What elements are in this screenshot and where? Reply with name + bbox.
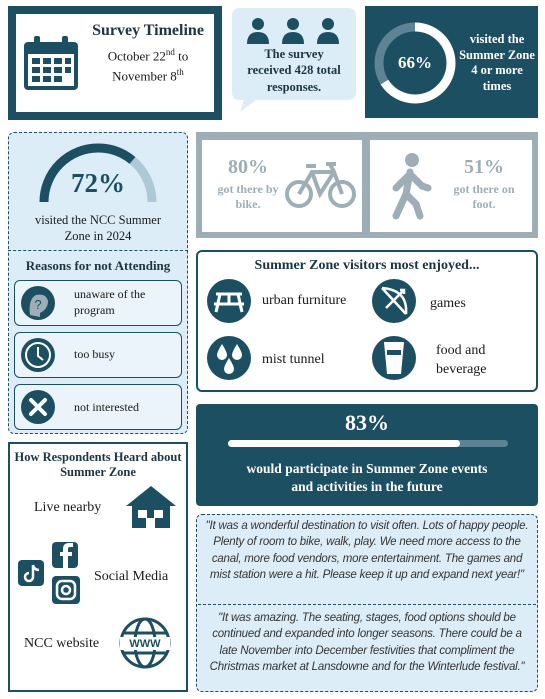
speech-bubble	[232, 8, 356, 112]
enjoyed-card	[196, 250, 538, 392]
gauge-arc	[39, 143, 157, 203]
enjoyed-item: urban furniture	[262, 293, 347, 308]
zone4-donut	[374, 22, 456, 104]
future-text: would participate in Summer Zone events …	[246, 461, 488, 495]
heard-item: NCC website	[24, 636, 100, 651]
heard-item: Social Media	[94, 569, 169, 584]
zone4-label: 66%	[398, 53, 432, 72]
enjoyed-item: mist tunnel	[262, 352, 325, 367]
quote: "It was a wonderful destination to visit…	[205, 520, 529, 581]
responses-text: The survey received 428 total responses.	[247, 47, 341, 94]
future-label: 83%	[345, 410, 389, 435]
quote: "It was amazing. The seating, stages, fo…	[209, 612, 525, 673]
reason-text: too busy	[74, 347, 116, 361]
future-card	[196, 404, 538, 506]
heard-card	[8, 442, 188, 692]
enjoyed-item: food and beverage	[436, 343, 487, 377]
globe-icon: WWW	[119, 617, 171, 669]
bike-label: 80%	[228, 156, 268, 178]
walk-icon	[392, 153, 432, 220]
bike-text: got there by bike.	[217, 182, 279, 211]
end-date: November 8	[112, 67, 177, 83]
ncc-label: 72%	[71, 168, 125, 198]
reasons-title: Reasons for not Attending	[25, 258, 171, 273]
reason-icons: ?	[21, 286, 55, 424]
heard-item: Live nearby	[34, 500, 102, 515]
reason-text: unaware of the program	[74, 287, 146, 318]
house-icon	[126, 486, 176, 528]
ncc-text: visited the NCC Summer Zone in 2024	[34, 213, 162, 244]
svg-text:WWW: WWW	[129, 638, 161, 650]
timeline-dates: October 22nd to November 8th	[86, 46, 210, 85]
reason-text: not interested	[74, 400, 139, 414]
foot-text: got there on foot.	[453, 182, 515, 211]
connector: to	[178, 48, 189, 64]
enjoyed-title: Summer Zone visitors most enjoyed...	[254, 258, 480, 273]
timeline-title: Survey Timeline	[92, 22, 204, 39]
enjoyed-icons	[207, 279, 416, 380]
quote-divider	[198, 604, 536, 605]
heard-title: How Respondents Heard about Summer Zone	[14, 450, 182, 479]
calendar-icon	[24, 36, 78, 90]
start-suffix: nd	[165, 47, 175, 57]
ncc-gauge	[39, 143, 157, 203]
svg-text:?: ?	[34, 297, 41, 312]
start-date: October 22	[107, 48, 166, 64]
end-suffix: th	[176, 66, 184, 77]
foot-label: 51%	[464, 156, 504, 178]
bike-icon	[285, 162, 356, 208]
zone4-text: visited the Summer Zone 4 or more times	[459, 32, 535, 93]
enjoyed-item: games	[430, 296, 466, 311]
donut-arc	[374, 22, 456, 104]
progress-bar	[228, 440, 461, 447]
quotes-card	[196, 514, 538, 692]
social-icons	[18, 542, 80, 604]
